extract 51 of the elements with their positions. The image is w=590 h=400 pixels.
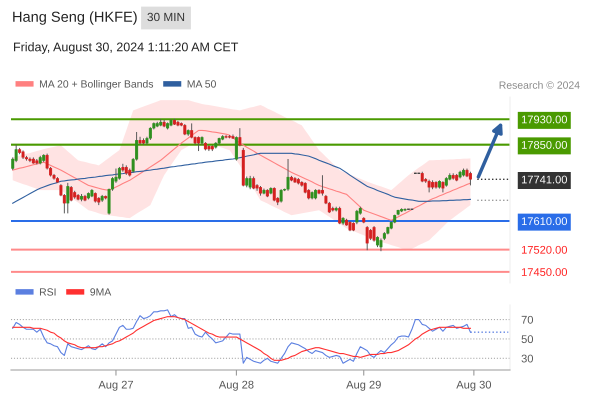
candlestick <box>66 182 70 214</box>
line-series <box>12 152 471 204</box>
legend-label: MA 20 + Bollinger Bands <box>40 80 154 90</box>
x-tick-label: Aug 28 <box>218 380 254 391</box>
candlestick <box>272 186 276 202</box>
text: 30 MIN <box>147 12 184 22</box>
y-tick-label: 17850.00 <box>522 140 568 149</box>
candlestick <box>148 126 152 140</box>
candlestick <box>420 171 424 183</box>
candlestick <box>286 158 290 192</box>
y-tick-label: 17520.00 <box>522 246 568 254</box>
candlestick <box>248 175 252 190</box>
candlestick <box>366 226 369 251</box>
y-tick-label: 30 <box>522 354 534 362</box>
line-series <box>12 130 471 221</box>
y-tick-label: 17610.00 <box>522 217 568 226</box>
chart-title: Hang Seng (HKFE) <box>13 11 137 25</box>
candlestick <box>197 136 200 152</box>
candlestick <box>238 128 242 147</box>
x-tick-label: Aug 27 <box>98 380 134 391</box>
candlestick <box>355 209 358 225</box>
candlestick <box>70 186 73 202</box>
candlestick <box>338 206 342 225</box>
candlestick <box>320 174 324 196</box>
candlestick <box>245 176 248 188</box>
x-tick-label: Aug 29 <box>346 380 381 391</box>
candlestick <box>369 228 372 241</box>
candlestick <box>124 164 128 176</box>
legend-label: 9MA <box>90 288 112 296</box>
legend-label: RSI <box>40 288 56 296</box>
candlestick <box>428 179 431 193</box>
candlestick <box>441 180 444 193</box>
line-series <box>12 316 471 361</box>
candlestick <box>94 192 97 204</box>
y-tick-label: 70 <box>522 316 534 324</box>
candlestick <box>314 188 318 200</box>
candlestick <box>259 186 262 196</box>
candlestick <box>280 188 283 204</box>
y-tick-label: 17741.00 <box>522 176 568 184</box>
candlestick <box>183 124 186 136</box>
y-tick-label: 17930.00 <box>522 116 568 124</box>
chart-subtitle: Friday, August 30, 2024 1:11:20 AM CET <box>14 42 238 54</box>
candlestick <box>348 220 352 232</box>
candlestick <box>252 176 256 190</box>
candlestick <box>468 171 472 186</box>
text: Research © 2024 <box>500 81 580 89</box>
legend-label: MA 50 <box>188 80 216 88</box>
y-tick-label: 17450.00 <box>522 268 568 276</box>
y-tick-label: 50 <box>522 335 534 344</box>
candlestick <box>118 166 121 180</box>
x-tick-label: Aug 30 <box>456 380 492 391</box>
